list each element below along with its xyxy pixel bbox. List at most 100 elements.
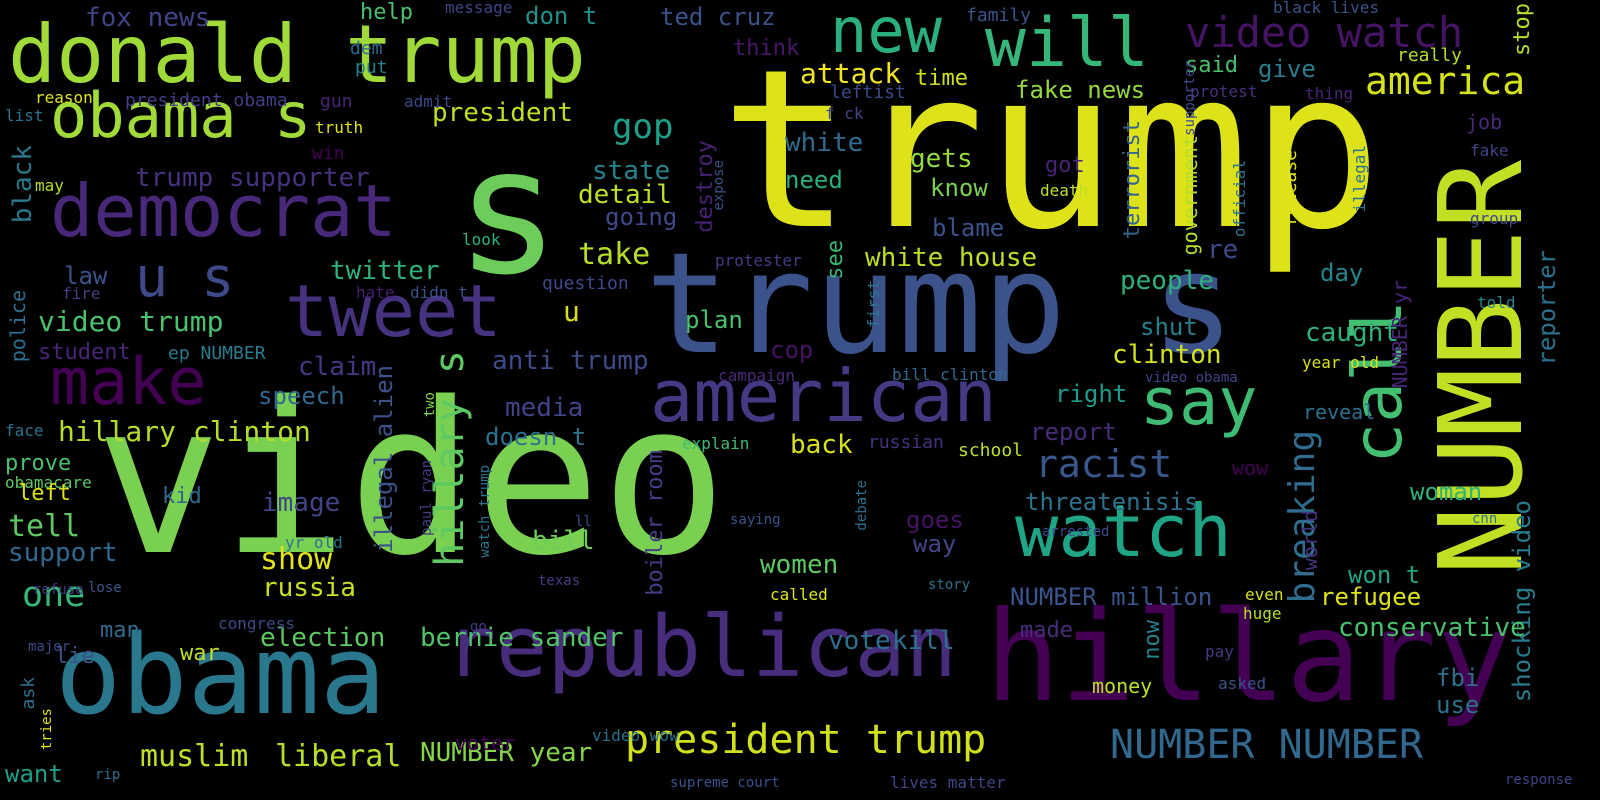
word-made: made (1020, 618, 1073, 643)
word-fake: fake (1470, 141, 1509, 160)
word-democrat: democrat (50, 169, 397, 253)
word-number-yr: NUMBER yr (1388, 280, 1412, 389)
word-fire: fire (62, 284, 101, 303)
word-russian: russian (868, 432, 944, 453)
word-video-obama: video obama (1145, 370, 1238, 386)
word-two: two (422, 392, 438, 418)
word-may: may (35, 176, 64, 195)
word-called: called (770, 585, 828, 604)
word-day: day (1320, 259, 1364, 287)
word-republican: republican (445, 598, 957, 697)
word-take: take (578, 237, 651, 272)
word-didn-t: didn t (410, 283, 468, 302)
word-go: go (470, 619, 487, 635)
word-watch-trump: watch trump (477, 465, 493, 558)
word-trump-s: trump s (645, 223, 1236, 386)
word-tell: tell (8, 509, 81, 544)
word-obamacare: obamacare (5, 473, 92, 492)
word-black: black (8, 145, 38, 224)
word-president-trump: president trump (625, 717, 987, 763)
word-supreme-court: supreme court (670, 775, 780, 791)
word-police: police (6, 290, 30, 363)
word-caught: caught (1305, 318, 1399, 348)
word-want: want (5, 760, 63, 788)
word-lie: lie (55, 644, 95, 669)
word-leftist: leftist (830, 82, 906, 103)
word-say: say (1140, 365, 1258, 440)
word-paul-ryan: paul ryan (419, 460, 435, 536)
word-death: death (1040, 181, 1089, 200)
word-gets: gets (910, 144, 973, 174)
word-woman: woman (1410, 478, 1483, 506)
word-president: president (432, 98, 573, 128)
word-anti-trump: anti trump (492, 346, 649, 376)
word-hillary-s: hillary s (427, 350, 473, 567)
word-expose: expose (711, 160, 727, 211)
word-number-year: NUMBER year (420, 738, 593, 768)
word-win: win (312, 143, 345, 164)
word-reporter: reporter (1533, 250, 1561, 366)
word-support: support (8, 538, 118, 568)
word-congress: congress (218, 614, 296, 633)
word-video: video (95, 357, 728, 602)
word-fake-news: fake news (1015, 76, 1146, 104)
word-cnn: cnn (1472, 511, 1498, 527)
word-number-number: NUMBER NUMBER (1110, 722, 1424, 768)
word-release: release (1280, 150, 1301, 226)
word-debate: debate (854, 480, 870, 531)
word-gun: gun (320, 91, 353, 112)
word-claim: claim (298, 352, 377, 382)
word-racist: racist (1035, 442, 1173, 486)
word-arrested: arrested (1042, 524, 1110, 540)
word-show: show (260, 542, 333, 577)
word-black-lives: black lives (1273, 0, 1379, 17)
word-shocking-video: shocking video (1508, 500, 1536, 703)
word-explain: explain (682, 434, 750, 453)
word-really: really (1397, 45, 1463, 66)
word-white-house: white house (865, 243, 1038, 273)
word-fbi: fbi (1436, 664, 1480, 692)
word-boiler-room: boiler room (643, 450, 668, 596)
word-don-t: don t (525, 2, 598, 30)
word-plan: plan (685, 306, 743, 334)
word-video-wow: video wow (592, 726, 679, 745)
word-money: money (1092, 674, 1153, 698)
word-gop: gop (612, 107, 674, 147)
word-law: law (64, 262, 108, 290)
word-see: see (823, 240, 848, 280)
word-u: u (563, 295, 580, 328)
word-pay: pay (1205, 642, 1234, 661)
word-dem: dem (350, 38, 383, 59)
word-thing: thing (1305, 84, 1354, 103)
word-admit: admit (404, 92, 453, 111)
word-hate: hate (356, 283, 395, 302)
word-goes: goes (906, 506, 964, 534)
word-yr-old: yr old (285, 533, 343, 552)
word-campaign: campaign (718, 366, 796, 385)
word-message: message (445, 0, 513, 17)
word-response: response (1505, 772, 1573, 788)
word-s: s (455, 111, 561, 314)
word-asked: asked (1218, 674, 1267, 693)
word-terrorist: terrorist (1120, 120, 1145, 240)
word-face: face (5, 421, 44, 440)
word-russia: russia (262, 573, 356, 603)
word-texas: texas (538, 573, 581, 589)
word-ll: ll (575, 514, 592, 530)
word-illegal-alien: illegal alien (370, 365, 398, 553)
word-first: first (864, 280, 883, 329)
word-f-ck: f ck (825, 104, 864, 123)
word-speech: speech (258, 382, 345, 410)
word-lose: lose (88, 580, 122, 596)
word-america: america (1365, 59, 1526, 103)
word-group: group (1470, 209, 1519, 228)
word-reveal: reveal (1303, 400, 1376, 424)
word-going: going (605, 203, 678, 231)
word-doesn-t: doesn t (485, 423, 587, 451)
word-time: time (915, 66, 968, 91)
word-story: story (928, 577, 971, 593)
word-look: look (462, 230, 501, 249)
word-lives-matter: lives matter (890, 773, 1006, 792)
word-question: question (542, 273, 629, 294)
